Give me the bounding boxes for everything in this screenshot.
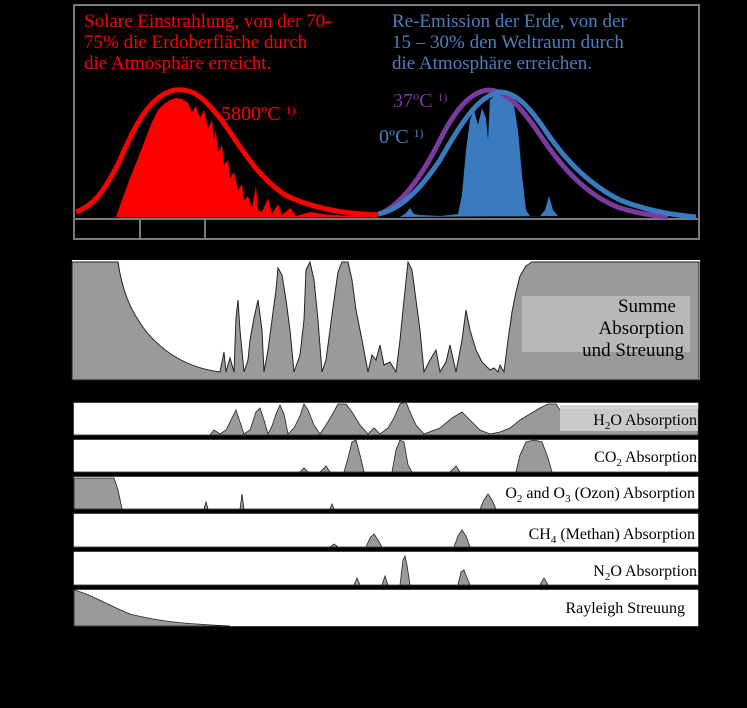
n2o-absorption-label: N2O Absorption bbox=[593, 563, 697, 583]
earth-description-line-2: 15 – 30% den Weltraum durch bbox=[392, 32, 624, 53]
zero-temp-blackbody-curve bbox=[377, 89, 697, 220]
methane-strip-frame bbox=[72, 512, 700, 549]
individual-absorption-strips: H2O Absorption CO2 Absorption O2 and O3 … bbox=[70, 399, 702, 631]
total-absorption-label-line-3: und Streuung bbox=[582, 340, 684, 361]
rayleigh-scattering-label: Rayleigh Streuung bbox=[565, 600, 685, 617]
total-absorption-panel: Summe Absorption und Streuung bbox=[70, 258, 702, 382]
strips-outer-frame bbox=[70, 399, 702, 631]
co2-absorption-label: CO2 Absorption bbox=[594, 449, 697, 469]
h2o-label-box bbox=[560, 405, 698, 431]
earth-description-line-1: Re-Emission der Erde, von der bbox=[392, 11, 627, 32]
radiation-spectrum-panel: Solare Einstrahlung, von der 70- 75% die… bbox=[73, 4, 700, 240]
ozone-absorption-area bbox=[73, 477, 698, 510]
solar-description-line-3: die Atmosphäre erreicht. bbox=[84, 53, 271, 74]
methane-absorption-area bbox=[74, 529, 698, 548]
co2-strip-frame bbox=[72, 438, 700, 474]
solar-description-line-1: Solare Einstrahlung, von der 70- bbox=[84, 11, 331, 32]
sun-temperature-label: 5800ºC 1) bbox=[221, 103, 296, 125]
earth-description-line-3: die Atmosphäre erreichen. bbox=[392, 53, 592, 74]
rayleigh-strip-frame bbox=[72, 588, 700, 628]
n2o-absorption-area bbox=[74, 554, 698, 586]
h2o-absorption-label: H2O Absorption bbox=[593, 412, 697, 432]
body-temp-blackbody-curve bbox=[378, 87, 669, 220]
ozone-strip-frame bbox=[72, 475, 700, 511]
zero-temperature-label: 0ºC 1) bbox=[379, 126, 424, 148]
rayleigh-scattering-area bbox=[73, 589, 231, 627]
earth-transmitted-area bbox=[400, 94, 558, 217]
total-absorption-label-line-2: Absorption bbox=[599, 318, 685, 339]
total-absorption-label-line-1: Summe bbox=[618, 296, 676, 317]
methane-absorption-label: CH4 (Methan) Absorption bbox=[529, 526, 695, 546]
co2-absorption-area bbox=[74, 439, 698, 473]
total-absorption-label-box bbox=[522, 296, 690, 352]
solar-blackbody-curve bbox=[75, 87, 379, 218]
solar-description-line-2: 75% die Erdoberfläche durch bbox=[84, 32, 308, 53]
h2o-absorption-area bbox=[74, 401, 699, 436]
ozone-absorption-label: O2 and O3 (Ozon) Absorption bbox=[505, 485, 695, 505]
solar-transmitted-area bbox=[116, 98, 376, 217]
body-temperature-label: 37ºC 1) bbox=[393, 90, 448, 112]
